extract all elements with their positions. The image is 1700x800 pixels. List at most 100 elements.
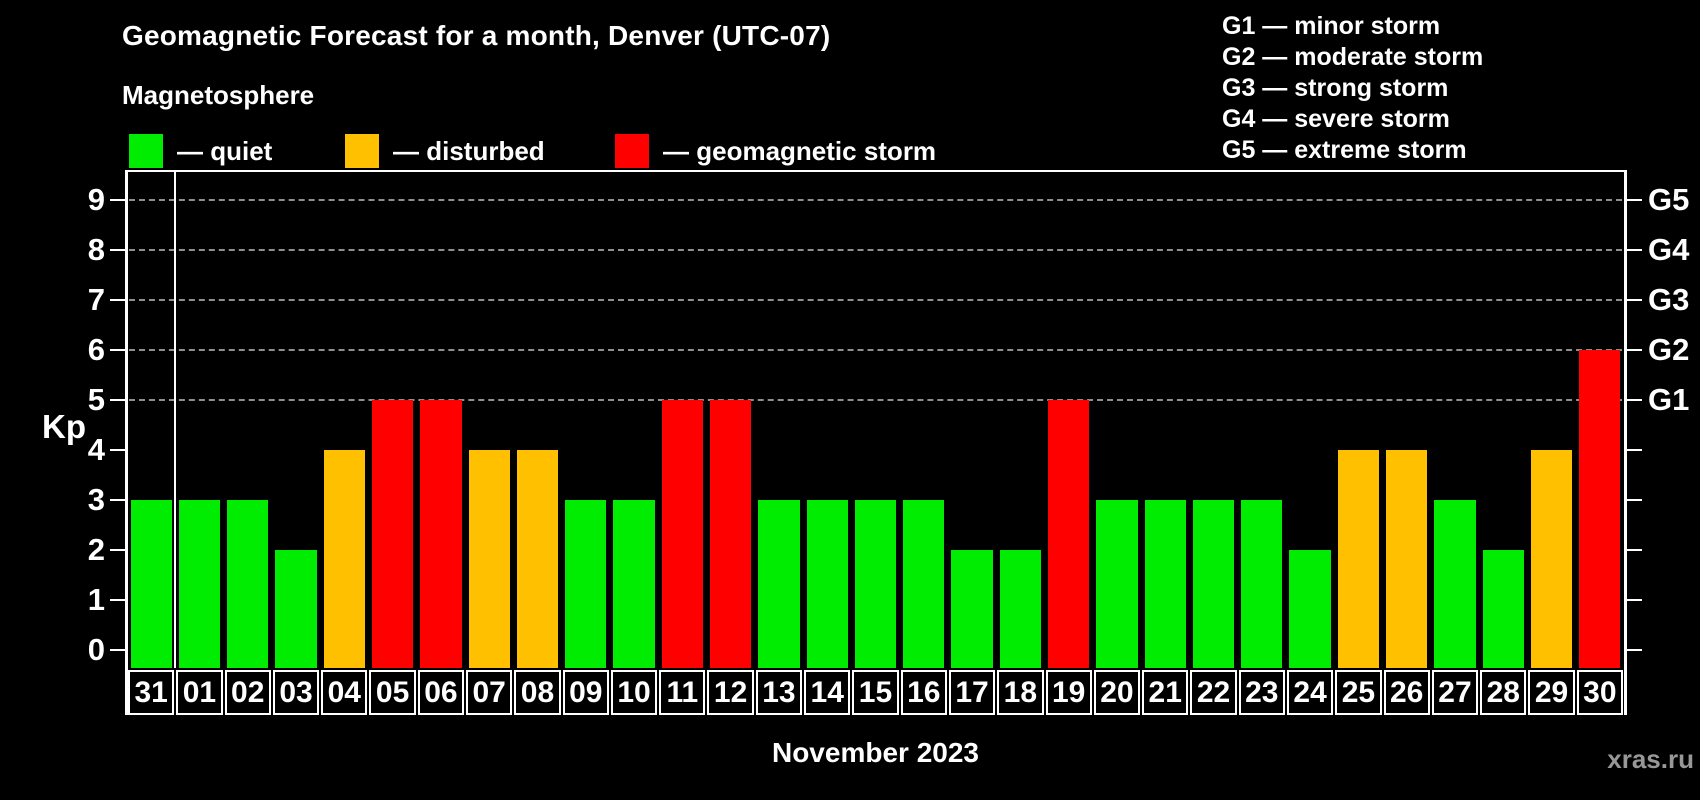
bar-day-08 [516,450,559,668]
right-tick-0 [1627,649,1642,651]
bar-day-07 [468,450,510,668]
y-tick-label-1: 1 [87,582,105,617]
bar-day-28 [1482,550,1524,668]
bar-day-10 [613,500,655,668]
bar-day-02 [227,500,269,668]
legend-disturbed-swatch [345,134,379,168]
g-scale-legend: G1 — minor storm G2 — moderate storm G3 … [1222,11,1483,166]
day-cell-22: 22 [1190,670,1237,715]
y-tick-9 [110,199,125,201]
right-tick-9 [1627,199,1642,201]
bar-day-11 [661,400,703,668]
y-tick-label-7: 7 [87,282,105,317]
y-tick-label-5: 5 [87,382,105,417]
bar-day-20 [1096,500,1138,668]
g2-legend-line: G2 — moderate storm [1222,43,1484,71]
day-cell-03: 03 [272,670,320,715]
bar-day-09 [565,500,607,668]
day-cell-27: 27 [1431,670,1479,715]
right-tick-5 [1627,399,1642,401]
day-cell-05: 05 [369,670,416,715]
bar-day-16 [903,500,945,668]
bar-day-15 [854,500,897,668]
gridline-kp-5 [129,399,1622,401]
y-tick-1 [110,599,125,601]
day-cell-26: 26 [1383,670,1430,715]
y-tick-label-6: 6 [87,332,105,367]
gridline-kp-6 [129,349,1622,351]
bar-day-31 [130,500,172,668]
y-tick-4 [110,449,125,451]
bar-day-12 [709,400,752,668]
day-cell-12: 12 [707,670,754,715]
g3-legend-line: G3 — strong storm [1222,74,1449,102]
right-tick-6 [1627,349,1642,351]
day-cell-31: 31 [128,670,175,715]
bar-day-03 [275,550,317,668]
day-cell-09: 09 [562,670,609,715]
right-tick-4 [1627,449,1642,451]
bar-day-05 [371,400,414,668]
y-axis-line [125,170,128,715]
g-label-G1: G1 [1648,382,1690,417]
bar-day-27 [1434,500,1476,668]
day-cell-25: 25 [1335,670,1382,715]
bar-day-22 [1192,500,1235,668]
bar-day-18 [999,550,1041,668]
right-axis-line [1624,170,1627,715]
day-cell-21: 21 [1142,670,1189,715]
bar-day-25 [1337,450,1380,668]
legend-storm-label: — geomagnetic storm [663,136,937,166]
right-tick-7 [1627,299,1642,301]
y-tick-3 [110,499,125,501]
bar-day-23 [1241,500,1283,668]
day-cell-13: 13 [755,670,803,715]
day-cell-28: 28 [1480,670,1527,715]
gridline-kp-8 [129,249,1622,251]
g1-legend-line: G1 — minor storm [1222,12,1441,40]
day-cell-24: 24 [1286,670,1334,715]
gridline-kp-7 [129,299,1622,301]
day-cell-07: 07 [466,670,513,715]
legend-quiet-swatch [129,134,163,168]
right-tick-1 [1627,599,1642,601]
day-cell-02: 02 [224,670,271,715]
y-tick-5 [110,399,125,401]
right-tick-2 [1627,549,1642,551]
y-tick-label-2: 2 [87,532,105,567]
day-cell-17: 17 [948,670,996,715]
y-tick-0 [110,649,125,651]
y-tick-8 [110,249,125,251]
y-tick-label-8: 8 [87,232,105,267]
bar-day-21 [1144,500,1186,668]
bar-day-24 [1289,550,1331,668]
day-cell-01: 01 [176,670,223,715]
y-tick-label-4: 4 [87,432,105,467]
bar-day-30 [1579,350,1621,668]
g-label-G2: G2 [1648,332,1690,367]
g4-legend-line: G4 — severe storm [1222,105,1450,133]
month-label: November 2023 [771,737,979,768]
chart-subtitle: Magnetosphere [122,80,315,110]
right-tick-8 [1627,249,1642,251]
bar-day-17 [951,550,993,668]
y-axis-title: Kp [42,408,86,445]
day-cell-16: 16 [900,670,947,715]
g-label-G3: G3 [1648,282,1690,317]
day-cell-20: 20 [1093,670,1141,715]
watermark: xras.ru [1607,744,1694,774]
y-tick-label-9: 9 [87,182,105,217]
day-cell-23: 23 [1238,670,1285,715]
y-tick-7 [110,299,125,301]
day-cell-06: 06 [417,670,465,715]
bar-day-26 [1386,450,1428,668]
y-tick-label-3: 3 [87,482,105,517]
bar-day-01 [178,500,221,668]
plot-top-border [125,170,1627,172]
bar-day-04 [323,450,365,668]
bar-day-13 [758,500,800,668]
y-tick-6 [110,349,125,351]
legend-disturbed-label: — disturbed [393,136,545,166]
legend-quiet-label: — quiet [177,136,273,166]
